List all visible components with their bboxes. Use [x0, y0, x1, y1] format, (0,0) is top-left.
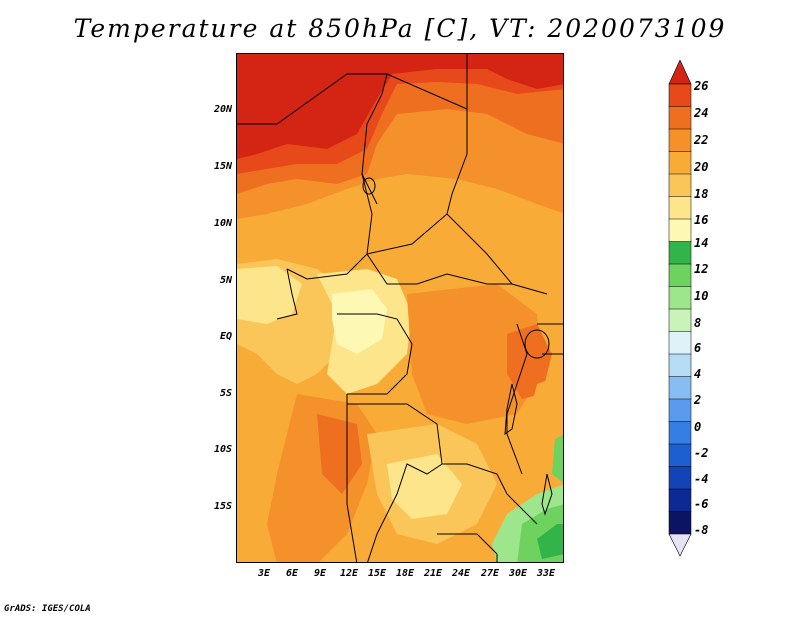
cool-highlands-3	[537, 524, 563, 559]
lon-label: 21E	[423, 568, 443, 579]
warm-zone-southeast	[527, 374, 563, 474]
border-east-4	[276, 268, 298, 320]
colorbar-segment	[668, 83, 692, 108]
colorbar-label: 24	[694, 106, 709, 120]
colorbar-segment	[668, 308, 692, 333]
border-central-4	[366, 253, 512, 285]
colorbar-label: 4	[694, 367, 702, 381]
colorbar-segment	[668, 173, 692, 198]
colorbar-label: 20	[694, 160, 709, 174]
pale-zone-south-inner	[387, 454, 462, 519]
temperature-map	[236, 53, 564, 563]
credit-text: GrADS: IGES/COLA	[4, 604, 91, 614]
lon-label: 3E	[257, 568, 271, 579]
lat-label: 5N	[219, 275, 232, 286]
colorbar-segment	[668, 488, 692, 513]
border-south-3	[442, 463, 538, 525]
lon-label: 27E	[480, 568, 500, 579]
colorbar	[668, 60, 692, 557]
colorbar-segment	[668, 376, 692, 400]
map-title: Temperature at 850hPa [C], VT: 202007310…	[73, 14, 727, 43]
lat-label: EQ	[219, 331, 232, 342]
colorbar-label: -8	[694, 523, 709, 537]
colorbar-segment	[668, 286, 692, 310]
colorbar-label: 8	[694, 316, 702, 330]
border-north-1	[237, 73, 468, 154]
colorbar-segment	[668, 241, 692, 265]
hot-band-28	[237, 54, 537, 159]
colorbar-segment	[668, 443, 692, 468]
orange-zone-east	[407, 284, 542, 424]
cool-zone-northwest	[237, 266, 302, 324]
colorbar-label: 26	[694, 79, 709, 93]
lon-label: 24E	[451, 568, 471, 579]
colorbar-label: 16	[694, 213, 709, 227]
colorbar-segment	[668, 398, 692, 423]
colorbar-segment	[668, 218, 692, 243]
cool-highlands-east	[552, 435, 563, 483]
colorbar-label: 6	[694, 341, 702, 355]
lakes	[362, 177, 553, 516]
lake-malawi	[541, 473, 553, 516]
colorbar-segment	[668, 128, 692, 153]
lat-label: 10S	[213, 444, 232, 455]
border-central-3	[446, 213, 548, 295]
colorbar-label: 2	[694, 393, 702, 407]
colorbar-segment	[668, 196, 692, 220]
border-central-5	[337, 313, 413, 395]
hot-pocket	[477, 54, 563, 89]
colorbar-label: 10	[694, 289, 709, 303]
lake-chad	[362, 177, 376, 195]
colorbar-segment	[668, 466, 692, 490]
lat-label: 20N	[213, 104, 232, 115]
colorbar-segment	[668, 511, 692, 535]
colorbar-label: 14	[694, 236, 709, 250]
lon-label: 6E	[285, 568, 299, 579]
colorbar-segment	[668, 263, 692, 288]
colorbar-label: -4	[694, 472, 709, 486]
colorbar-label: -2	[694, 446, 709, 460]
lake-victoria	[524, 329, 550, 359]
lon-label: 9E	[313, 568, 327, 579]
colorbar-label: 18	[694, 187, 709, 201]
colorbar-label: 22	[694, 133, 709, 147]
colorbar-bottom-arrow	[668, 533, 692, 557]
colorbar-segment	[668, 331, 692, 355]
lon-label: 18E	[395, 568, 415, 579]
colorbar-segment	[668, 151, 692, 175]
border-south-4	[437, 533, 498, 562]
colorbar-segment	[668, 353, 692, 378]
colorbar-segment	[668, 106, 692, 130]
lat-label: 15S	[213, 501, 232, 512]
colorbar-segments	[668, 83, 692, 535]
lon-label: 30E	[508, 568, 528, 579]
lake-tanganyika	[504, 383, 518, 436]
colorbar-label: -6	[694, 497, 709, 511]
warm-zone-coast	[317, 414, 362, 494]
border-north-3	[361, 73, 388, 205]
map-canvas	[237, 54, 563, 562]
lat-label: 5S	[219, 388, 232, 399]
border-south-1	[346, 394, 358, 562]
lat-label: 15N	[213, 161, 232, 172]
lon-label: 15E	[367, 568, 387, 579]
colorbar-label: 12	[694, 262, 709, 276]
colorbar-top-arrow	[668, 60, 692, 85]
colorbar-segment	[668, 421, 692, 445]
pale-zone-central	[332, 289, 387, 354]
colorbar-label: 0	[694, 420, 702, 434]
lon-label: 33E	[536, 568, 556, 579]
lat-label: 10N	[213, 218, 232, 229]
border-south-2	[347, 403, 443, 562]
lon-label: 12E	[339, 568, 359, 579]
border-central-1	[286, 173, 373, 280]
